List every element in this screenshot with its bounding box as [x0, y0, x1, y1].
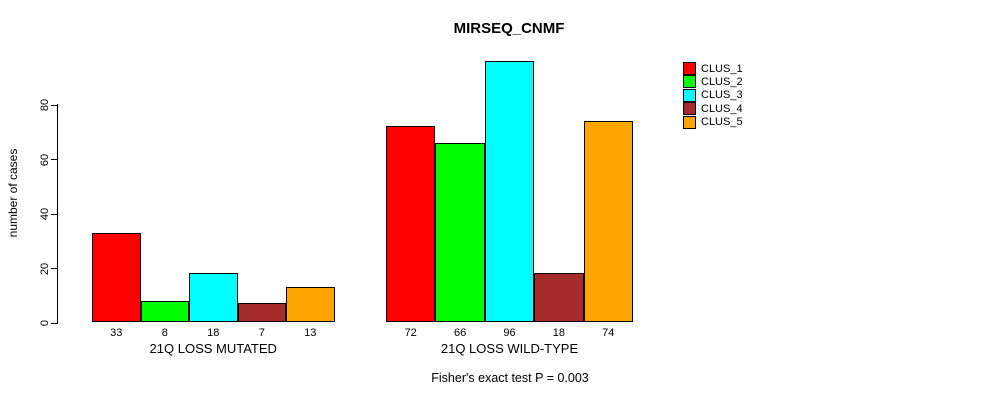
bar-clus_3	[189, 273, 238, 323]
y-tick-label: 80	[39, 98, 51, 112]
y-axis-label: number of cases	[6, 148, 20, 238]
y-tick-mark	[51, 104, 57, 106]
legend-label-clus_4: CLUS_4	[701, 102, 743, 115]
bar-value-label: 18	[207, 327, 220, 339]
bar-clus_1	[386, 126, 436, 323]
group-label: 21Q LOSS MUTATED	[149, 341, 277, 356]
bar-value-label: 18	[552, 327, 566, 339]
bar-value-label: 96	[503, 327, 516, 339]
bar-value-label: 13	[304, 327, 317, 339]
bar-clus_1	[92, 232, 141, 323]
legend-label-clus_1: CLUS_1	[701, 62, 743, 75]
bar-clus_5	[286, 287, 335, 323]
legend-label-clus_5: CLUS_5	[701, 116, 743, 129]
bar-clus_2	[140, 300, 189, 323]
legend-swatch-clus_2	[683, 75, 696, 89]
group-label: 21Q LOSS WILD-TYPE	[440, 341, 579, 356]
bar-value-label: 33	[110, 327, 123, 339]
bar-clus_3	[484, 60, 535, 323]
bar-value-label: 74	[602, 327, 615, 339]
y-tick-label: 60	[39, 153, 51, 166]
bar-clus_2	[435, 142, 485, 323]
chart-title: MIRSEQ_CNMF	[453, 20, 565, 37]
bar-clus_4	[237, 303, 286, 323]
y-tick-mark	[51, 322, 57, 324]
bar-value-label: 72	[404, 327, 417, 339]
y-tick-mark	[51, 159, 57, 160]
y-tick-mark	[51, 268, 57, 269]
legend-label-clus_3: CLUS_3	[701, 89, 743, 102]
legend-swatch-clus_4	[683, 102, 696, 116]
bar-clus_4	[534, 273, 584, 323]
y-tick-label: 20	[39, 262, 51, 275]
y-tick-mark	[51, 213, 57, 215]
bar-value-label: 7	[258, 327, 265, 339]
bar-clus_5	[583, 120, 633, 323]
legend-swatch-clus_3	[683, 88, 696, 102]
y-tick-label: 0	[39, 319, 51, 327]
bar-value-label: 66	[453, 327, 467, 339]
legend-swatch-clus_5	[683, 115, 696, 129]
bar-value-label: 8	[161, 327, 168, 339]
legend-label-clus_2: CLUS_2	[701, 75, 743, 88]
y-axis-line	[57, 104, 58, 324]
annotation-text: Fisher's exact test P = 0.003	[431, 371, 589, 385]
legend-swatch-clus_1	[683, 62, 696, 75]
y-tick-label: 40	[39, 207, 51, 221]
